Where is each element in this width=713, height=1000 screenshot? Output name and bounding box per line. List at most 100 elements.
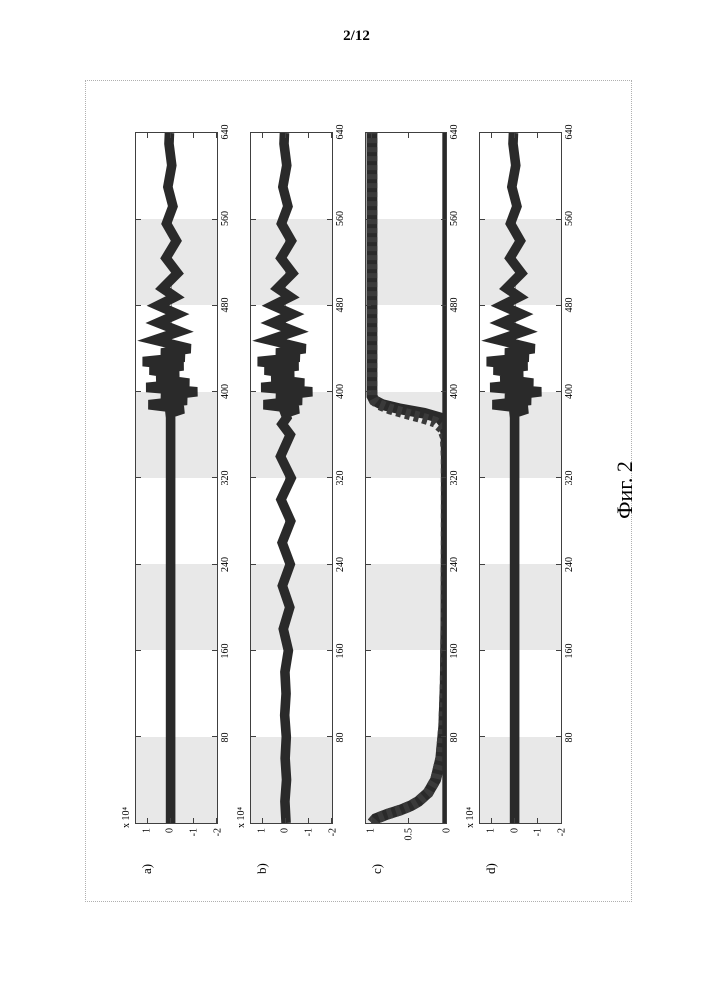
x-tick-top (251, 391, 256, 392)
x-tick (212, 564, 217, 565)
x-tick (327, 478, 332, 479)
y-tick-right (408, 133, 409, 138)
x-tick (441, 219, 446, 220)
x-tick-label: 240 (220, 557, 231, 572)
x-tick-top (251, 219, 256, 220)
x-tick-top (366, 133, 371, 134)
page-number: 2/12 (0, 28, 713, 45)
y-tick-right (514, 133, 515, 138)
x-tick (212, 391, 217, 392)
y-tick-right (147, 133, 148, 138)
y-tick (285, 818, 286, 823)
figure-caption: Фиг. 2 (612, 80, 638, 900)
x-tick-label: 240 (335, 557, 346, 572)
x-tick (327, 305, 332, 306)
y-tick (491, 818, 492, 823)
x-tick (441, 478, 446, 479)
x-tick (327, 736, 332, 737)
x-tick-label: 400 (220, 384, 231, 399)
trace-svg (480, 133, 561, 823)
x-tick-top (366, 736, 371, 737)
y-tick-right (262, 133, 263, 138)
x-tick-label: 640 (335, 125, 346, 140)
x-tick (556, 564, 561, 565)
x-tick (212, 478, 217, 479)
panel-label: c) (369, 864, 385, 874)
x-tick (327, 391, 332, 392)
y-tick-right (170, 133, 171, 138)
x-tick-top (136, 650, 141, 651)
x-tick-top (366, 478, 371, 479)
x-tick-label: 160 (335, 644, 346, 659)
x-tick-top (136, 564, 141, 565)
y-tick (371, 818, 372, 823)
x-tick-top (366, 391, 371, 392)
x-tick-label: 640 (449, 125, 460, 140)
x-tick-top (480, 564, 485, 565)
x-tick-label: 160 (564, 644, 575, 659)
axis-exponent-label: x 10⁴ (465, 807, 476, 828)
x-tick-top (480, 219, 485, 220)
x-tick (556, 305, 561, 306)
x-tick-top (480, 133, 485, 134)
x-tick-label: 560 (449, 211, 460, 226)
y-tick-label: -1 (533, 828, 544, 854)
x-tick-top (480, 650, 485, 651)
panel-d: d)x 10⁴80160240320400480560640-2-101 (479, 132, 580, 832)
x-axis: 80160240320400480560640 (562, 132, 580, 824)
x-tick (327, 650, 332, 651)
y-axis: -2-101 (479, 826, 562, 860)
y-tick (537, 818, 538, 823)
x-tick-label: 80 (335, 733, 346, 743)
panel-b: b)x 10⁴80160240320400480560640-2-101 (250, 132, 351, 832)
x-tick-label: 320 (220, 471, 231, 486)
plot-area (250, 132, 333, 824)
x-tick-label: 320 (449, 471, 460, 486)
x-tick-top (251, 736, 256, 737)
x-tick (327, 564, 332, 565)
x-tick-top (366, 305, 371, 306)
x-tick-label: 160 (220, 644, 231, 659)
y-tick (170, 818, 171, 823)
x-tick-top (480, 736, 485, 737)
x-axis: 80160240320400480560640 (218, 132, 236, 824)
series-envelope-dashed (371, 133, 445, 823)
y-tick-label: 0 (509, 828, 520, 854)
y-tick (514, 818, 515, 823)
panel-label: a) (139, 864, 155, 874)
x-tick-label: 480 (220, 298, 231, 313)
x-tick-label: 480 (449, 298, 460, 313)
y-tick-label: -2 (327, 828, 338, 854)
y-axis: -2-101 (250, 826, 333, 860)
y-tick-right (537, 133, 538, 138)
x-tick-label: 80 (564, 733, 575, 743)
y-tick-label: -2 (557, 828, 568, 854)
x-tick (212, 305, 217, 306)
y-tick-right (371, 133, 372, 138)
y-tick (262, 818, 263, 823)
x-tick-label: 400 (564, 384, 575, 399)
y-tick-label: -2 (212, 828, 223, 854)
x-tick-top (480, 391, 485, 392)
y-tick-label: 1 (256, 828, 267, 854)
panel-c: c)8016024032040048056064000.51 (365, 132, 466, 832)
x-tick-top (251, 305, 256, 306)
trace-svg (251, 133, 332, 823)
y-tick-right (491, 133, 492, 138)
x-tick (212, 736, 217, 737)
x-axis: 80160240320400480560640 (447, 132, 465, 824)
y-axis: -2-101 (135, 826, 218, 860)
series-signal-d (487, 133, 541, 823)
panel-stack: a)x 10⁴80160240320400480560640-2-101b)x … (135, 132, 580, 832)
x-tick-top (366, 650, 371, 651)
x-tick-label: 240 (564, 557, 575, 572)
x-tick-top (480, 478, 485, 479)
y-tick-label: 0.5 (403, 828, 414, 854)
x-tick-top (251, 478, 256, 479)
x-tick-label: 560 (220, 211, 231, 226)
y-tick-right (308, 133, 309, 138)
x-tick-top (136, 219, 141, 220)
x-tick-top (136, 736, 141, 737)
axis-exponent-label: x 10⁴ (236, 807, 247, 828)
x-tick-label: 560 (335, 211, 346, 226)
